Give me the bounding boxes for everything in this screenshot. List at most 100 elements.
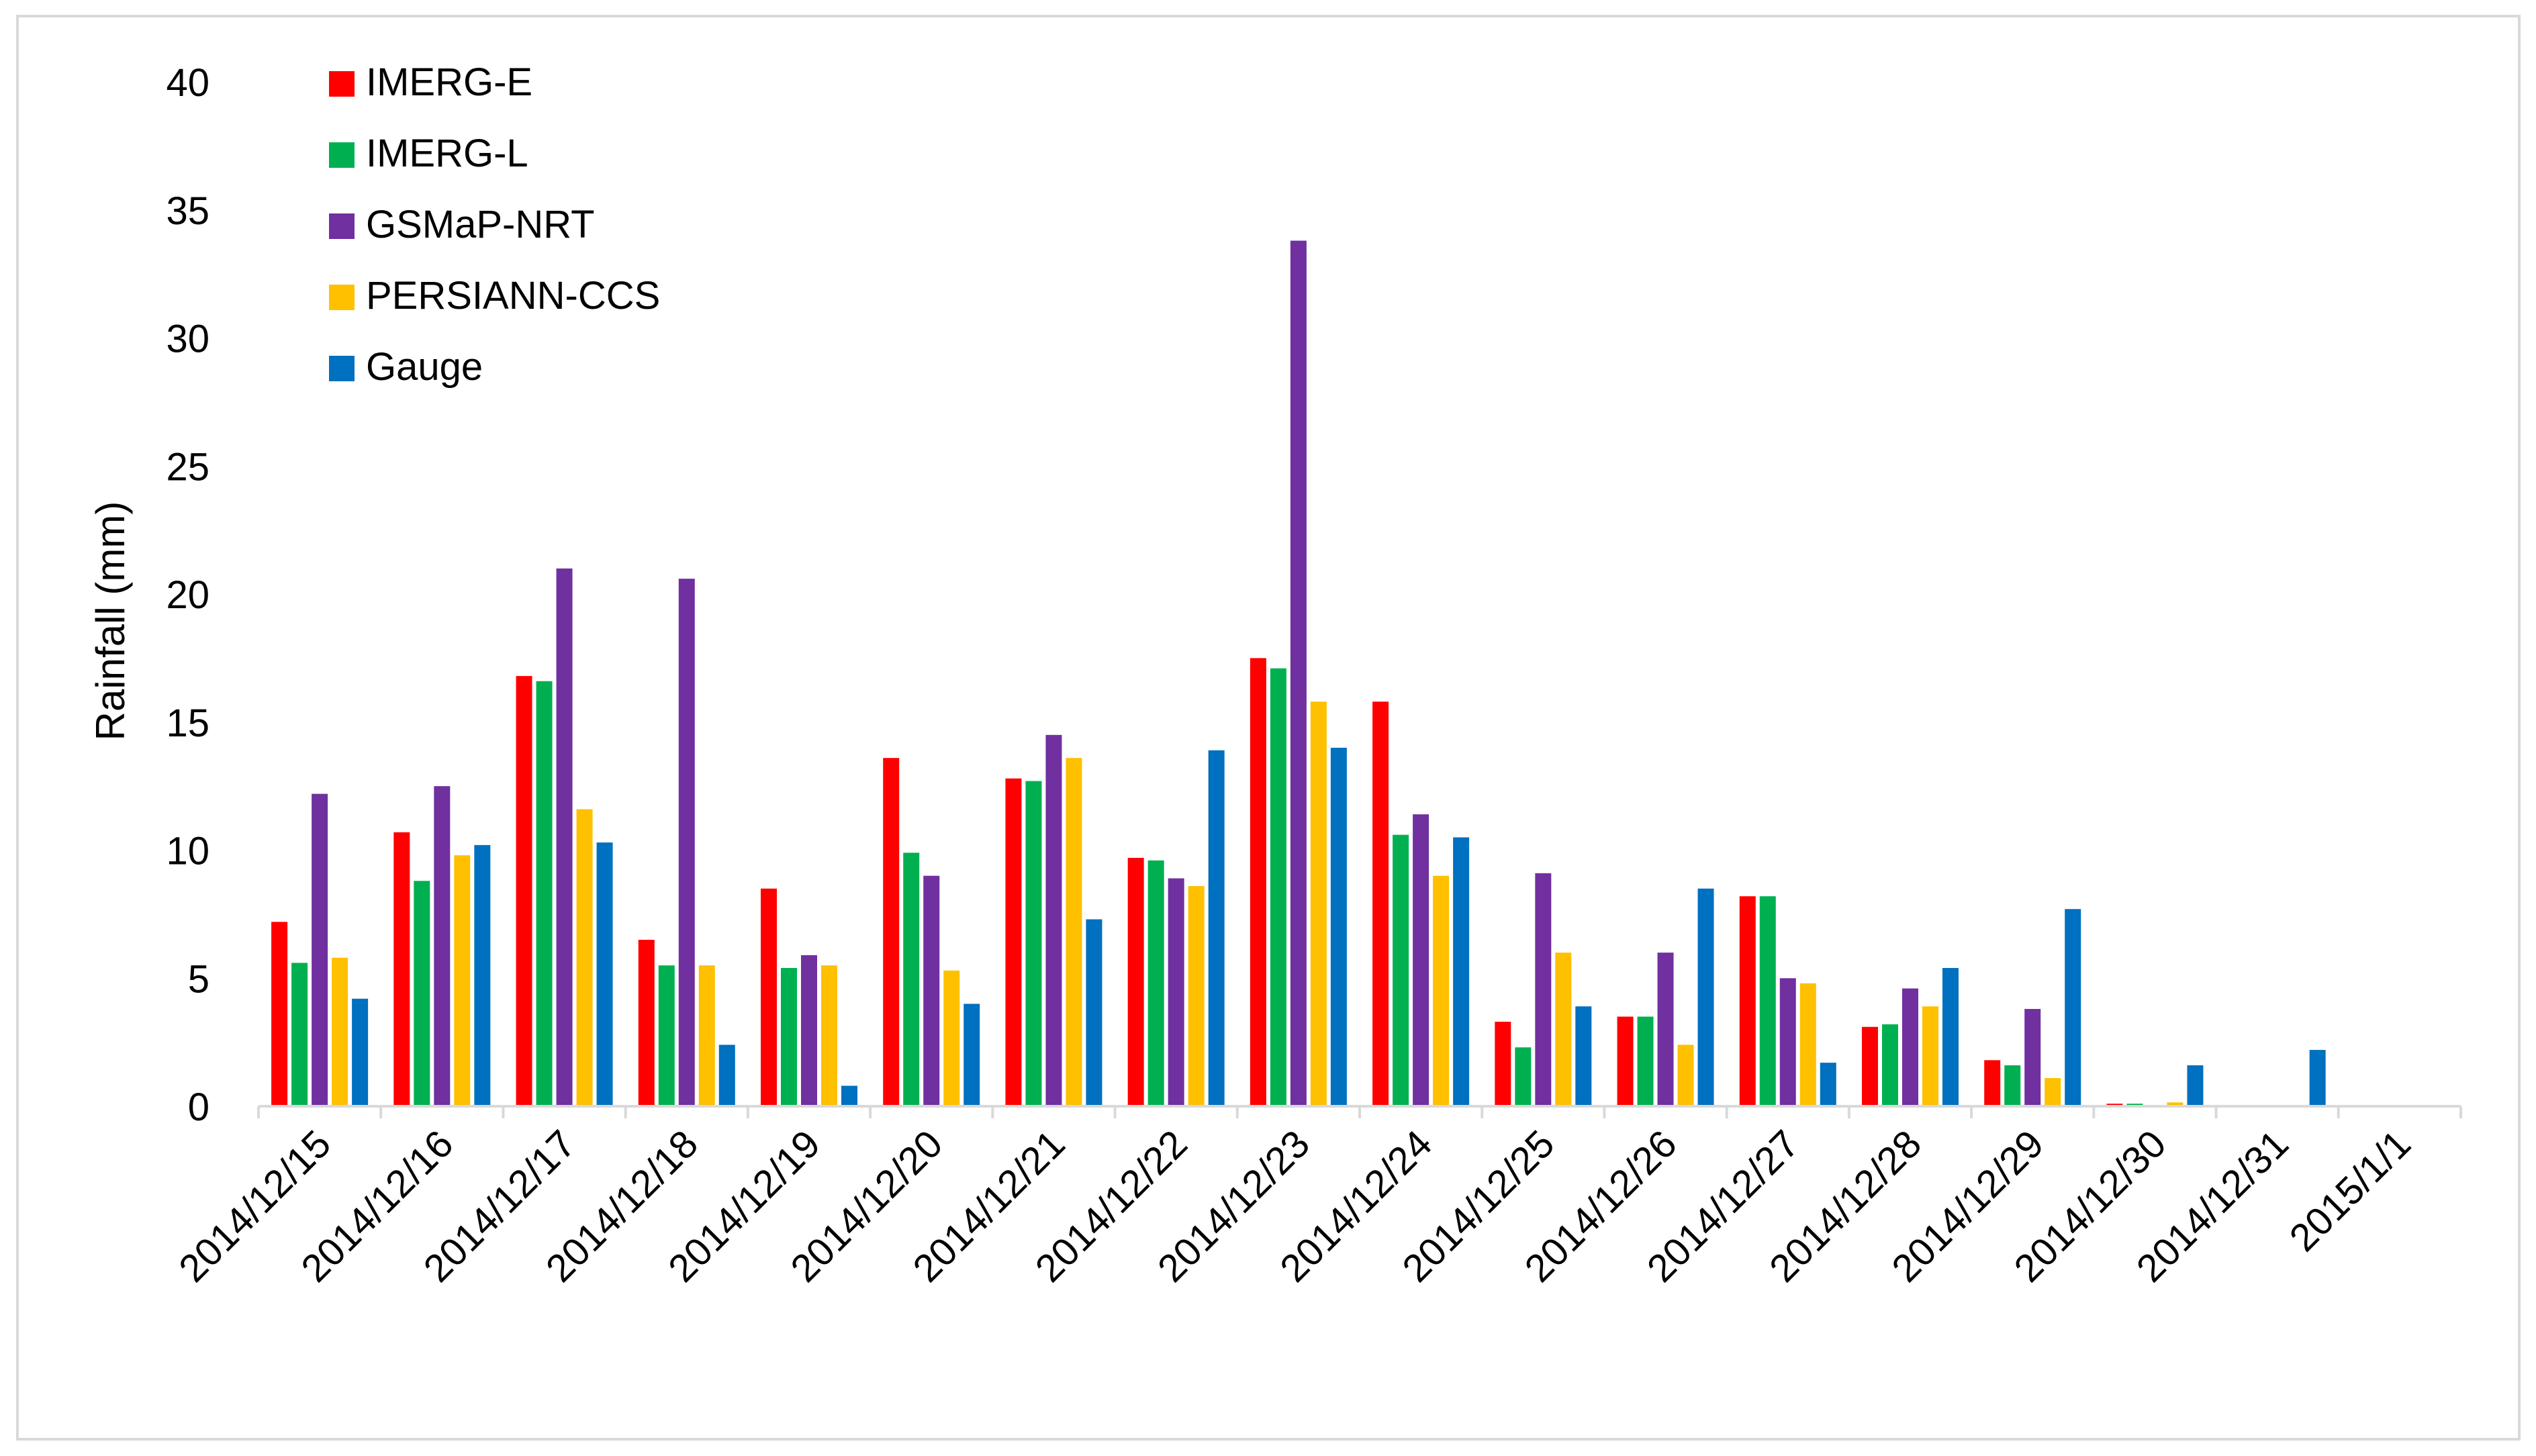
bar-persiann-ccs-12 [1799, 983, 1816, 1106]
bar-gauge-11 [1697, 888, 1714, 1106]
bar-gsmap-nrt-11 [1657, 953, 1674, 1106]
bar-imerg-l-13 [1882, 1024, 1898, 1106]
bar-persiann-ccs-7 [1188, 885, 1205, 1106]
bar-gauge-15 [2187, 1065, 2204, 1106]
bar-imerg-l-0 [291, 963, 308, 1106]
legend-label-imerg-e: IMERG-E [366, 60, 532, 104]
bar-gauge-12 [1820, 1063, 1836, 1106]
bar-gauge-6 [1086, 919, 1102, 1106]
bar-gsmap-nrt-5 [923, 875, 940, 1106]
y-tick-label: 40 [166, 61, 209, 105]
bar-imerg-e-12 [1739, 896, 1756, 1106]
bar-imerg-l-2 [536, 681, 553, 1106]
bar-imerg-e-6 [1005, 778, 1022, 1106]
legend-label-imerg-l: IMERG-L [366, 132, 528, 175]
bar-gsmap-nrt-9 [1413, 814, 1429, 1106]
bar-imerg-e-10 [1495, 1022, 1511, 1106]
x-ticks [257, 1106, 2462, 1118]
legend-swatch-imerg-l [329, 142, 355, 168]
y-tick-label: 35 [166, 189, 209, 233]
bar-persiann-ccs-4 [821, 965, 837, 1106]
bar-persiann-ccs-2 [576, 809, 593, 1106]
bar-persiann-ccs-10 [1555, 953, 1572, 1106]
bar-gsmap-nrt-3 [678, 579, 695, 1106]
bar-persiann-ccs-5 [943, 970, 960, 1106]
bar-persiann-ccs-11 [1677, 1045, 1694, 1106]
bar-imerg-l-3 [658, 965, 675, 1106]
legend: IMERG-E IMERG-L GSMaP-NRT PERSIANN-CCS Gauge [329, 60, 660, 389]
bar-gsmap-nrt-14 [2024, 1009, 2041, 1106]
bar-imerg-l-9 [1393, 834, 1409, 1106]
bar-imerg-e-4 [761, 888, 777, 1106]
bar-imerg-l-6 [1025, 781, 1042, 1106]
x-tick-label: 2015/1/1 [2281, 1122, 2419, 1260]
bar-gauge-0 [352, 998, 369, 1106]
bar-imerg-e-7 [1127, 857, 1144, 1106]
y-tick-label: 20 [166, 573, 209, 617]
bar-gauge-10 [1575, 1006, 1592, 1106]
y-tick-label: 0 [188, 1085, 209, 1129]
bar-imerg-e-11 [1617, 1016, 1634, 1106]
x-tick-labels: 2014/12/152014/12/162014/12/172014/12/18… [171, 1122, 2419, 1290]
legend-label-persiann-ccs: PERSIANN-CCS [366, 274, 660, 318]
bar-gsmap-nrt-8 [1290, 240, 1307, 1106]
bars-layer [271, 240, 2326, 1107]
bar-gsmap-nrt-6 [1045, 734, 1062, 1106]
bar-persiann-ccs-8 [1310, 701, 1327, 1106]
bar-gsmap-nrt-13 [1902, 988, 1918, 1106]
legend-swatch-persiann-ccs [329, 285, 355, 310]
bar-gsmap-nrt-7 [1168, 878, 1184, 1106]
bar-persiann-ccs-9 [1433, 875, 1450, 1106]
bar-gsmap-nrt-12 [1779, 978, 1796, 1106]
chart-frame [16, 15, 2521, 1441]
bar-gauge-5 [964, 1004, 980, 1106]
bar-imerg-e-0 [271, 922, 288, 1106]
y-tick-labels: 0 5 10 15 20 25 30 35 40 [166, 61, 209, 1129]
y-tick-label: 25 [166, 445, 209, 489]
legend-swatch-gauge [329, 356, 355, 381]
y-tick-label: 10 [166, 830, 209, 873]
bar-gauge-8 [1330, 747, 1347, 1106]
bar-imerg-l-1 [414, 881, 430, 1106]
bar-imerg-l-11 [1637, 1016, 1654, 1106]
legend-swatch-gsmap-nrt [329, 213, 355, 239]
legend-label-gauge: Gauge [366, 345, 483, 389]
bar-gauge-16 [2309, 1050, 2326, 1106]
bar-imerg-e-5 [883, 758, 900, 1106]
bar-imerg-l-5 [903, 853, 920, 1106]
y-tick-label: 15 [166, 701, 209, 745]
bar-imerg-l-10 [1515, 1047, 1532, 1106]
bar-imerg-l-4 [781, 967, 797, 1106]
bar-gauge-9 [1453, 837, 1470, 1106]
legend-swatch-imerg-e [329, 71, 355, 97]
bar-gsmap-nrt-10 [1535, 873, 1552, 1106]
bar-gauge-2 [596, 842, 613, 1106]
bar-imerg-e-1 [393, 832, 410, 1106]
bar-imerg-l-8 [1270, 668, 1286, 1106]
bar-persiann-ccs-15 [2167, 1102, 2183, 1106]
bar-imerg-e-2 [516, 676, 532, 1106]
bar-gsmap-nrt-2 [556, 568, 573, 1106]
bar-persiann-ccs-14 [2045, 1078, 2061, 1106]
bar-gauge-7 [1208, 750, 1225, 1106]
bar-imerg-e-14 [1984, 1060, 2001, 1106]
bar-persiann-ccs-1 [454, 855, 471, 1106]
bar-gauge-13 [1942, 967, 1959, 1106]
bar-gsmap-nrt-1 [434, 786, 451, 1106]
bar-gauge-3 [718, 1045, 735, 1106]
bar-gauge-1 [474, 844, 491, 1106]
y-axis-title: Rainfall (mm) [88, 501, 133, 741]
bar-gauge-14 [2065, 909, 2081, 1106]
bar-gauge-4 [841, 1085, 857, 1106]
bar-imerg-e-3 [638, 940, 655, 1106]
bar-persiann-ccs-3 [698, 965, 715, 1106]
legend-label-gsmap-nrt: GSMaP-NRT [366, 203, 595, 246]
bar-imerg-l-7 [1147, 860, 1164, 1106]
bar-persiann-ccs-0 [332, 957, 348, 1106]
bar-imerg-e-8 [1250, 658, 1266, 1106]
bar-gsmap-nrt-0 [312, 793, 328, 1106]
bar-imerg-e-13 [1862, 1026, 1878, 1106]
bar-persiann-ccs-13 [1922, 1006, 1938, 1106]
bar-imerg-l-12 [1759, 896, 1776, 1106]
